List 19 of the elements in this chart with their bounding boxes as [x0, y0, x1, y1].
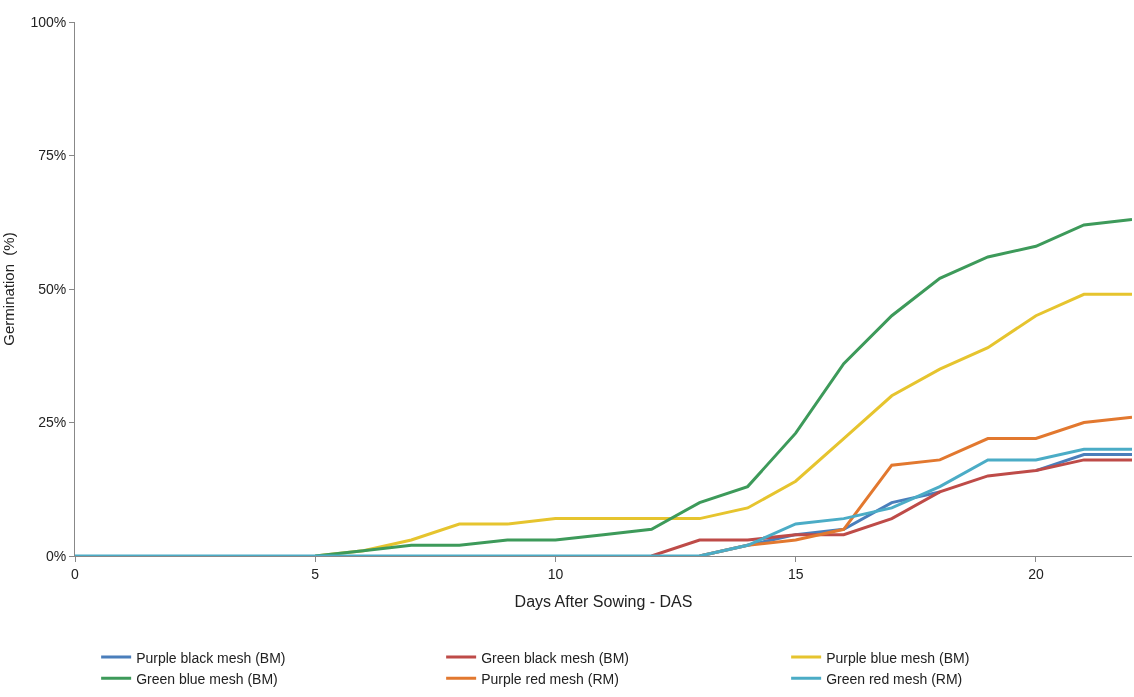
x-tick-label: 0 — [71, 565, 80, 582]
x-tick-label: 5 — [311, 565, 320, 582]
y-axis-title: Germination (%) — [0, 232, 17, 346]
x-tick-label: 10 — [547, 565, 564, 582]
line-series — [313, 218, 1132, 556]
legend-label: Green red mesh (RM) — [826, 670, 963, 687]
legend-label: Purple black mesh (BM) — [136, 649, 286, 666]
y-tick-label: 50% — [38, 280, 67, 297]
legend-label: Green blue mesh (BM) — [136, 670, 278, 687]
x-tick-label: 15 — [787, 565, 804, 582]
legend-label: Purple blue mesh (BM) — [826, 649, 970, 666]
legend-label: Green black mesh (BM) — [481, 649, 629, 666]
y-tick-label: 75% — [38, 147, 67, 164]
y-tick-label: 25% — [38, 414, 67, 431]
legend-label: Purple red mesh (RM) — [481, 670, 619, 687]
x-axis-title: Days After Sowing - DAS — [514, 593, 693, 611]
y-tick-label: 0% — [45, 547, 67, 564]
y-tick-label: 100% — [30, 13, 67, 30]
x-tick-label: 20 — [1028, 565, 1044, 582]
